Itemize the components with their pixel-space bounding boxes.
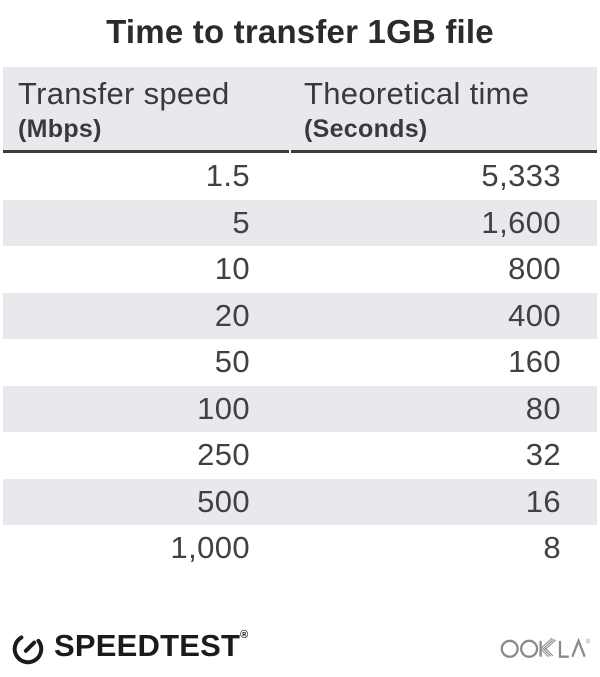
time-cell: 32: [525, 437, 561, 473]
table-row: 250 32: [3, 432, 597, 479]
table-row: 20 400: [3, 292, 597, 339]
time-cell: 1,600: [481, 204, 561, 240]
table-row: 500 16: [3, 478, 597, 525]
time-cell: 160: [508, 344, 561, 380]
registered-trademark: ®: [240, 628, 249, 641]
speed-cell: 100: [197, 390, 250, 426]
speed-cell: 10: [214, 251, 250, 287]
time-cell: 800: [508, 251, 561, 287]
speedtest-wordmark: SPEEDTEST®: [54, 627, 249, 663]
speed-cell: 50: [214, 344, 250, 380]
table-row: 1,000 8: [3, 525, 597, 572]
header-theoretical-time: Theoretical time (Seconds): [289, 67, 597, 150]
table-row: 50 160: [3, 339, 597, 386]
table-row: 100 80: [3, 385, 597, 432]
time-cell: 16: [525, 483, 561, 519]
speed-cell: 1.5: [205, 158, 250, 194]
speed-cell: 5: [232, 204, 250, 240]
header-unit: (Mbps): [18, 114, 102, 143]
time-cell: 5,333: [481, 158, 561, 194]
header-divider: [3, 150, 597, 153]
time-cell: 8: [543, 530, 561, 566]
speed-cell: 500: [197, 483, 250, 519]
time-cell: 400: [508, 297, 561, 333]
table-row: 5 1,600: [3, 199, 597, 246]
table-rows: 1.5 5,333 5 1,600 10 800 20 400 50 160 100 80 250 32 5…: [3, 153, 597, 572]
speedtest-logo: SPEEDTEST®: [10, 628, 248, 667]
header-transfer-speed: Transfer speed (Mbps): [3, 67, 289, 150]
table-row: 10 800: [3, 246, 597, 293]
time-cell: 80: [525, 390, 561, 426]
transfer-time-table: Transfer speed (Mbps) Theoretical time (…: [3, 67, 597, 572]
divider-segment: [291, 150, 597, 153]
registered-trademark: ®: [586, 638, 590, 645]
page-title: Time to transfer 1GB file: [106, 13, 494, 50]
table-row: 1.5 5,333: [3, 153, 597, 200]
header-unit: (Seconds): [304, 114, 428, 143]
speed-cell: 1,000: [170, 530, 250, 566]
speed-cell: 250: [197, 437, 250, 473]
ookla-logo: OOKLA ®: [500, 632, 590, 662]
divider-segment: [3, 150, 289, 153]
table-header-row: Transfer speed (Mbps) Theoretical time (…: [3, 67, 597, 150]
header-label: Theoretical time: [304, 76, 530, 111]
gauge-icon: [12, 634, 44, 664]
ookla-wordmark: ®: [500, 637, 590, 658]
footer: SPEEDTEST® OOKLA ®: [10, 628, 590, 667]
header-label: Transfer speed: [18, 76, 230, 111]
speed-cell: 20: [214, 297, 250, 333]
